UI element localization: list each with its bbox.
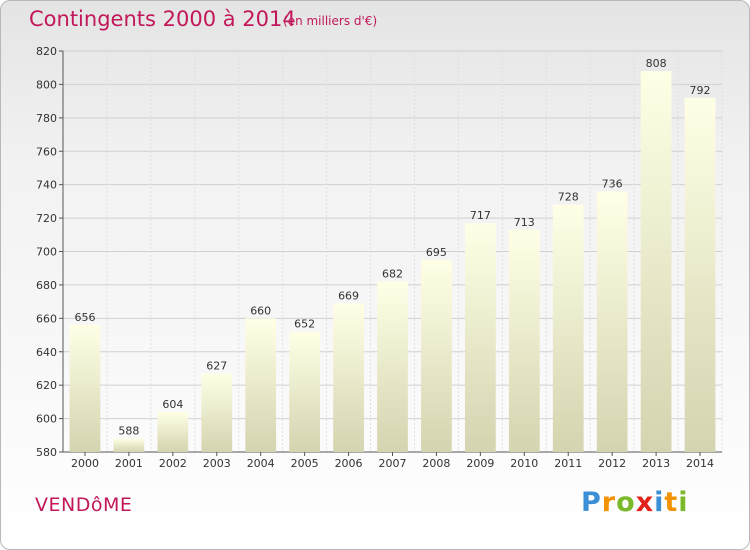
- x-tick-label: 2003: [203, 457, 231, 470]
- logo-letter: i: [654, 487, 665, 518]
- commune-name: VENDôME: [35, 494, 133, 516]
- y-tick-label: 640: [36, 346, 57, 359]
- logo-letter: r: [601, 487, 617, 518]
- bar: [201, 373, 233, 452]
- y-tick-label: 620: [36, 379, 57, 392]
- y-tick-label: 740: [36, 179, 57, 192]
- y-tick-label: 820: [36, 45, 57, 58]
- bar: [377, 281, 408, 452]
- bar-value-label: 808: [646, 57, 667, 70]
- x-tick-label: 2014: [686, 457, 714, 470]
- y-tick-label: 800: [36, 78, 57, 91]
- x-tick-label: 2012: [598, 457, 626, 470]
- x-tick-label: 2008: [422, 457, 450, 470]
- bar: [640, 71, 672, 453]
- bar: [508, 229, 540, 452]
- bar-value-label: 695: [426, 246, 447, 259]
- x-tick-label: 2006: [335, 457, 363, 470]
- logo-letter: P: [581, 487, 602, 518]
- bar-value-label: 604: [162, 398, 183, 411]
- bar: [596, 191, 628, 452]
- x-tick-label: 2011: [554, 457, 582, 470]
- bar-value-label: 713: [514, 216, 535, 229]
- chart-subtitle: (en milliers d'€): [283, 14, 378, 28]
- bar: [421, 259, 452, 452]
- x-tick-label: 2013: [642, 457, 670, 470]
- bar: [113, 438, 145, 452]
- x-tick-label: 2002: [159, 457, 187, 470]
- y-tick-label: 720: [36, 212, 57, 225]
- logo-letter: o: [616, 487, 636, 518]
- bar-value-label: 652: [294, 318, 315, 331]
- bar-value-label: 660: [250, 304, 271, 317]
- bar-value-label: 717: [470, 209, 491, 222]
- x-tick-label: 2009: [466, 457, 494, 470]
- logo-letter: t: [664, 487, 679, 518]
- x-tick-label: 2010: [510, 457, 538, 470]
- x-tick-label: 2004: [247, 457, 275, 470]
- bar-value-label: 669: [338, 289, 359, 302]
- y-tick-label: 780: [36, 112, 57, 125]
- bar-value-label: 627: [206, 359, 227, 372]
- bar-value-label: 588: [118, 425, 139, 438]
- bar: [552, 204, 584, 452]
- bar: [289, 331, 321, 452]
- x-tick-label: 2007: [379, 457, 407, 470]
- bar: [69, 325, 101, 452]
- bars: [69, 71, 716, 453]
- bar-value-label: 728: [558, 191, 579, 204]
- bar-value-label: 682: [382, 268, 403, 281]
- bar: [245, 318, 277, 452]
- bar-value-label: 736: [602, 177, 623, 190]
- bar-value-label: 792: [690, 84, 711, 97]
- bar: [464, 223, 496, 452]
- logo-letter: i: [678, 487, 689, 518]
- bar: [333, 303, 364, 452]
- bar: [157, 411, 189, 452]
- labels: 580 600 620 640 660 680 700 720 740 760 780 800 820 6…: [36, 45, 714, 470]
- y-tick-label: 680: [36, 279, 57, 292]
- y-tick-label: 700: [36, 246, 57, 259]
- y-tick-label: 660: [36, 312, 57, 325]
- x-tick-label: 2001: [115, 457, 143, 470]
- bar: [684, 97, 716, 453]
- y-tick-label: 600: [36, 413, 57, 426]
- chart-title: Contingents 2000 à 2014: [29, 7, 296, 31]
- proxiti-logo: Proxiti: [581, 487, 689, 518]
- x-tick-label: 2005: [291, 457, 319, 470]
- y-tick-label: 580: [36, 446, 57, 459]
- bar-value-label: 656: [74, 311, 95, 324]
- y-tick-label: 760: [36, 145, 57, 158]
- logo-letter: x: [635, 487, 655, 518]
- x-tick-label: 2000: [71, 457, 99, 470]
